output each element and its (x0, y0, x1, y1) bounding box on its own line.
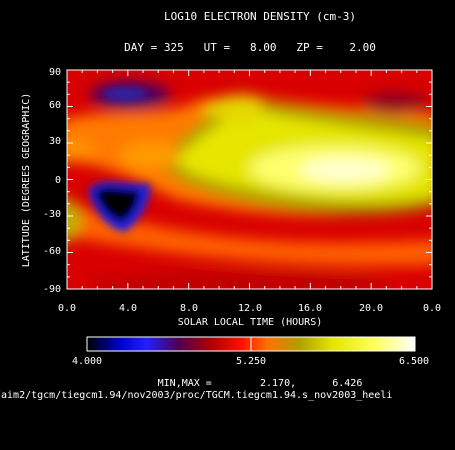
y-ticks (67, 69, 432, 290)
chart-subtitle: DAY = 325 UT = 8.00 ZP = 2.00 (124, 41, 376, 54)
x-tick-label: 20.0 (359, 303, 383, 314)
y-tick-label: -30 (43, 209, 61, 220)
x-tick-label: 0.0 (423, 303, 441, 314)
y-tick-label: 30 (49, 136, 61, 147)
x-tick-label: 16.0 (298, 303, 322, 314)
chart-title: LOG10 ELECTRON DENSITY (cm-3) (164, 10, 356, 23)
y-tick-label: 90 (49, 67, 61, 78)
y-tick-label: 0 (55, 175, 61, 186)
y-tick-label: -90 (43, 284, 61, 295)
x-tick-label: 4.0 (119, 303, 137, 314)
colorbar-mid-label: 5.250 (236, 356, 266, 367)
y-tick-label: 60 (49, 100, 61, 111)
min-max-readout: MIN,MAX = 2.170, 6.426 (158, 378, 363, 389)
x-ticks (66, 70, 433, 289)
x-tick-label: 12.0 (238, 303, 262, 314)
y-tick-label: -60 (43, 246, 61, 257)
y-axis-label: LATITUDE (DEGREES GEOGRAPHIC) (21, 93, 32, 268)
heatmap-field (67, 70, 432, 289)
x-tick-label: 8.0 (180, 303, 198, 314)
colorbar-min-label: 4.000 (72, 356, 102, 367)
source-path: /aim2/tgcm/tiegcm1.94/nov2003/proc/TGCM.… (0, 390, 392, 401)
colorbar-max-label: 6.500 (399, 356, 429, 367)
x-tick-label: 0.0 (58, 303, 76, 314)
x-axis-label: SOLAR LOCAL TIME (HOURS) (178, 317, 323, 328)
